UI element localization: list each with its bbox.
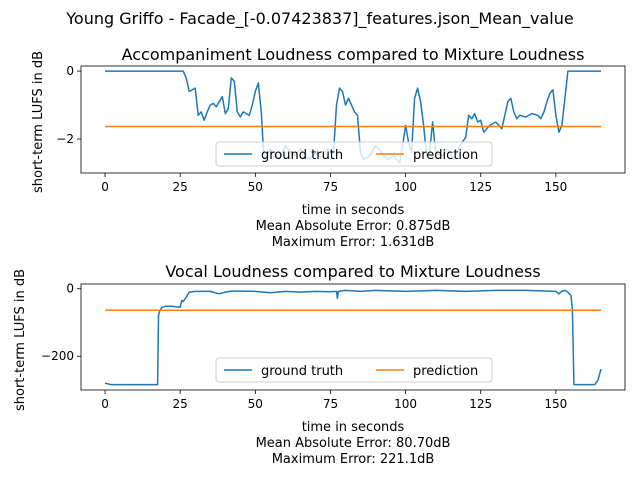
x-tick-label: 0 <box>101 180 109 194</box>
x-tick-label: 100 <box>394 180 417 194</box>
x-tick-label: 75 <box>323 180 338 194</box>
x-tick-label: 100 <box>394 397 417 411</box>
legend-box <box>215 357 493 383</box>
x-tick-label: 150 <box>544 180 567 194</box>
x-tick-label: 75 <box>323 397 338 411</box>
legend-label: prediction <box>413 148 478 163</box>
y-tick-label: 0 <box>66 64 74 78</box>
y-tick-label: −2 <box>56 132 74 146</box>
panel-title: Accompaniment Loudness compared to Mixtu… <box>122 45 585 64</box>
x-axis-label: time in seconds <box>302 420 405 435</box>
max-error-note: Maximum Error: 221.1dB <box>272 452 435 467</box>
x-tick-label: 150 <box>544 397 567 411</box>
accompaniment-panel: Accompaniment Loudness compared to Mixtu… <box>31 45 626 250</box>
legend: ground truth prediction <box>215 141 493 167</box>
x-tick-label: 25 <box>173 180 188 194</box>
plot-area-frame <box>80 283 626 391</box>
legend-label: ground truth <box>261 148 343 163</box>
figure-suptitle: Young Griffo - Facade_[-0.07423837]_feat… <box>65 9 573 29</box>
legend-label: ground truth <box>261 364 343 379</box>
legend-label: prediction <box>413 364 478 379</box>
x-tick-label: 50 <box>248 397 263 411</box>
vocal-panel: Vocal Loudness compared to Mixture Loudn… <box>13 262 626 467</box>
max-error-note: Maximum Error: 1.631dB <box>272 235 435 250</box>
x-tick-label: 125 <box>469 397 492 411</box>
x-tick-label: 0 <box>101 397 109 411</box>
y-tick-label: 0 <box>66 282 74 296</box>
x-tick-label: 50 <box>248 180 263 194</box>
mae-note: Mean Absolute Error: 0.875dB <box>256 219 451 234</box>
series-line-ground-truth <box>104 289 602 386</box>
x-tick-label: 125 <box>469 180 492 194</box>
y-axis-label: short-term LUFS in dB <box>13 269 28 411</box>
legend: ground truth prediction <box>215 357 493 383</box>
mae-note: Mean Absolute Error: 80.70dB <box>256 436 451 451</box>
y-axis-label: short-term LUFS in dB <box>31 51 46 193</box>
x-axis-label: time in seconds <box>302 203 405 218</box>
y-tick-label: −200 <box>41 349 74 363</box>
plot-area-frame <box>80 65 626 174</box>
legend-box <box>215 141 493 167</box>
panel-title: Vocal Loudness compared to Mixture Loudn… <box>165 262 540 281</box>
x-tick-label: 25 <box>173 397 188 411</box>
